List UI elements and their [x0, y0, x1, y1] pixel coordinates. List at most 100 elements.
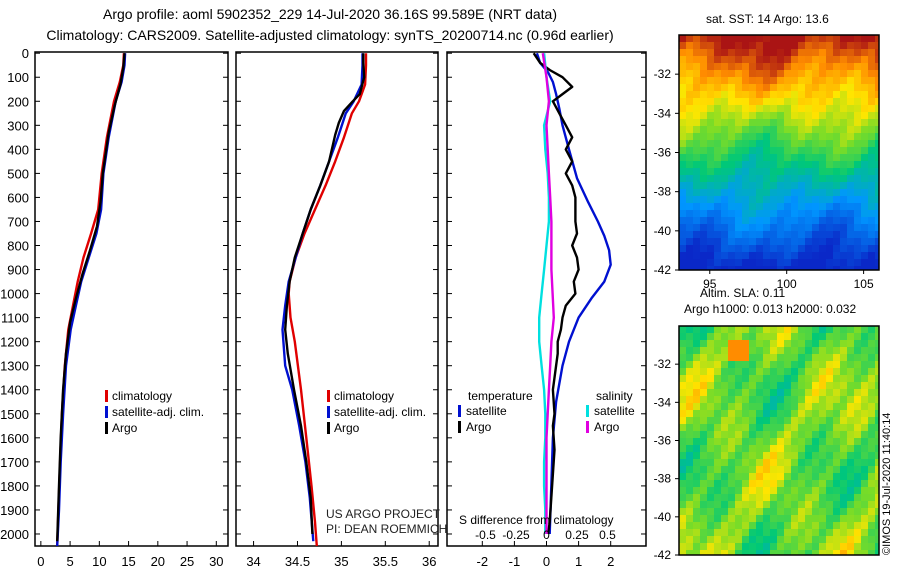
map-cell: [679, 196, 686, 203]
map-cell: [777, 522, 784, 529]
map-cell: [875, 252, 879, 259]
map-cell: [777, 119, 784, 126]
map-cell: [742, 70, 749, 77]
map-cell: [833, 459, 840, 466]
map-cell: [735, 49, 742, 56]
map-cell: [784, 252, 791, 259]
x-tick-label: 0: [543, 554, 550, 569]
map-cell: [735, 536, 742, 543]
map-cell: [854, 473, 861, 480]
map-cell: [714, 105, 721, 112]
map-cell: [854, 459, 861, 466]
map-cell: [784, 182, 791, 189]
map-cell: [721, 35, 728, 42]
map-cell: [686, 112, 693, 119]
map-cell: [700, 340, 707, 347]
s-tick-label: -0.25: [502, 528, 530, 542]
map-cell: [861, 154, 868, 161]
map-cell: [714, 203, 721, 210]
map-cell: [812, 189, 819, 196]
map-cell: [756, 326, 763, 333]
map-cell: [826, 403, 833, 410]
map-cell: [735, 259, 742, 266]
map-cell: [798, 252, 805, 259]
map-cell: [847, 70, 854, 77]
map-cell: [784, 259, 791, 266]
map-cell: [693, 238, 700, 245]
map-cell: [693, 382, 700, 389]
map-cell: [728, 189, 735, 196]
map-cell: [868, 77, 875, 84]
map-cell: [763, 515, 770, 522]
map-cell: [854, 63, 861, 70]
map-cell: [833, 417, 840, 424]
map-cell: [777, 231, 784, 238]
map-cell: [763, 424, 770, 431]
map-cell: [868, 494, 875, 501]
map-cell: [784, 154, 791, 161]
map-cell: [805, 375, 812, 382]
map-cell: [805, 466, 812, 473]
map-cell: [777, 259, 784, 266]
map-cell: [868, 161, 875, 168]
map-cell: [693, 340, 700, 347]
map-cell: [770, 466, 777, 473]
map-cell: [686, 70, 693, 77]
depth-tick-label: 2000: [0, 527, 29, 542]
map-cell: [700, 466, 707, 473]
map-cell: [798, 182, 805, 189]
map-cell: [686, 168, 693, 175]
map-cell: [714, 238, 721, 245]
map-cell: [868, 368, 875, 375]
map-cell: [714, 49, 721, 56]
map-cell: [714, 70, 721, 77]
map-cell: [721, 361, 728, 368]
map-cell: [721, 63, 728, 70]
map-cell: [875, 147, 879, 154]
map-cell: [791, 473, 798, 480]
map-cell: [686, 550, 693, 555]
map-cell: [819, 161, 826, 168]
map-cell: [805, 182, 812, 189]
map-cell: [693, 119, 700, 126]
map-cell: [875, 403, 879, 410]
map-cell: [847, 140, 854, 147]
map-cell: [847, 543, 854, 550]
map-cell: [728, 231, 735, 238]
map-cell: [735, 445, 742, 452]
map-cell: [679, 410, 686, 417]
map-cell: [721, 389, 728, 396]
map-cell: [735, 70, 742, 77]
map-cell: [686, 266, 693, 270]
map-cell: [840, 140, 847, 147]
map-cell: [714, 224, 721, 231]
map-cell: [749, 56, 756, 63]
map-cell: [728, 459, 735, 466]
map-cell: [875, 508, 879, 515]
map-cell: [714, 231, 721, 238]
map-cell: [777, 161, 784, 168]
map-cell: [854, 231, 861, 238]
map-cell: [840, 196, 847, 203]
map-cell: [721, 70, 728, 77]
map-cell: [840, 189, 847, 196]
map-cell: [868, 252, 875, 259]
map-cell: [847, 259, 854, 266]
map-cell: [805, 140, 812, 147]
map-cell: [805, 63, 812, 70]
map-cell: [868, 389, 875, 396]
map-cell: [735, 196, 742, 203]
map-cell: [812, 70, 819, 77]
map-cell: [742, 368, 749, 375]
map-cell: [812, 168, 819, 175]
map-cell: [784, 543, 791, 550]
map-cell: [875, 550, 879, 555]
map-cell: [833, 466, 840, 473]
map-cell: [812, 417, 819, 424]
map-cell: [686, 536, 693, 543]
x-tick-label: 2: [607, 554, 614, 569]
map-cell: [805, 417, 812, 424]
map-cell: [854, 245, 861, 252]
map-cell: [854, 438, 861, 445]
map-cell: [756, 259, 763, 266]
